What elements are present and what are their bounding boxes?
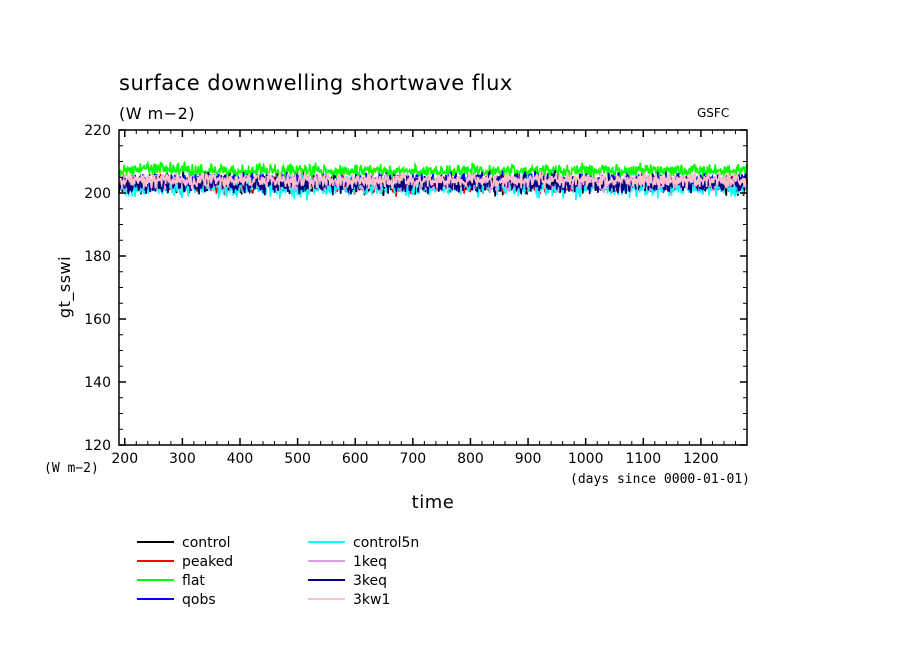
x-tick-label: 1100 — [625, 451, 661, 467]
legend-label-3kw1: 3kw1 — [353, 592, 390, 608]
x-axis-ticks: 200 300 400 500 600 700 800 900 1000 1100 1200 — [111, 130, 748, 467]
x-tick-label: 800 — [457, 451, 484, 467]
y-tick-label: 200 — [84, 186, 111, 202]
source-label: GSFC — [697, 106, 729, 120]
x-tick-label: 1000 — [568, 451, 604, 467]
legend-label-1keq: 1keq — [353, 554, 387, 570]
x-axis-label: time — [412, 492, 455, 513]
y-tick-label: 160 — [84, 312, 111, 328]
x-tick-label: 700 — [399, 451, 426, 467]
x-tick-label: 900 — [515, 451, 542, 467]
legend-label-peaked: peaked — [182, 554, 233, 570]
legend-label-control5n: control5n — [353, 535, 419, 551]
y-axis-units: (W m−2) — [44, 461, 99, 476]
x-tick-label: 600 — [342, 451, 369, 467]
y-axis-label: gt_sswi — [55, 256, 75, 318]
series-layer — [118, 159, 748, 201]
y-tick-label: 140 — [84, 375, 111, 391]
legend-label-qobs: qobs — [182, 592, 216, 608]
y-tick-label: 180 — [84, 249, 111, 265]
x-tick-label: 500 — [284, 451, 311, 467]
chart-units-subtitle: (W m−2) — [119, 104, 195, 123]
chart-title: surface downwelling shortwave flux — [119, 71, 513, 95]
x-tick-label: 1200 — [683, 451, 719, 467]
x-tick-label: 200 — [111, 451, 138, 467]
legend-label-control: control — [182, 535, 231, 551]
x-tick-label: 400 — [227, 451, 254, 467]
series-line-3kw1 — [118, 169, 748, 191]
legend-label-3keq: 3keq — [353, 573, 387, 589]
y-tick-label: 120 — [84, 438, 111, 454]
y-axis-ticks: 120 140 160 180 200 220 — [84, 123, 747, 454]
x-tick-label: 300 — [169, 451, 196, 467]
series-line-flat — [118, 159, 748, 181]
legend: control peaked flat qobs control5n 1keq 3keq 3k… — [137, 535, 419, 608]
y-tick-label: 220 — [84, 123, 111, 139]
x-axis-units: (days since 0000-01-01) — [570, 472, 750, 487]
legend-label-flat: flat — [182, 573, 205, 589]
